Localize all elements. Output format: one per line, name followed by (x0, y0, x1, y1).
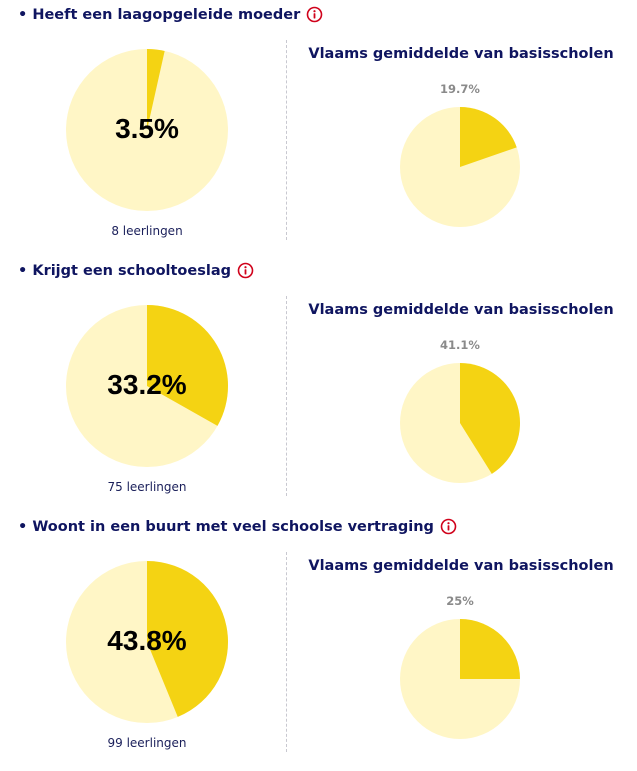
pie-value-slice (147, 49, 165, 130)
student-count: 99 leerlingen (107, 736, 187, 750)
pie-value-slice (460, 619, 520, 679)
divider (286, 552, 287, 752)
indicator-title: • Heeft een laagopgeleide moeder (18, 6, 323, 23)
average-pie-chart (400, 107, 520, 227)
divider (286, 40, 287, 240)
average-percentage: 19.7% (440, 82, 480, 96)
school-percentage: 43.8% (107, 625, 187, 656)
indicator-section: • Heeft een laagopgeleide moeder 3.5% 8 … (0, 0, 637, 256)
info-icon[interactable] (306, 6, 323, 23)
indicator-section: • Woont in een buurt met veel schoolse v… (0, 512, 637, 768)
pie-value-slice (147, 305, 228, 426)
bullet: • (18, 518, 33, 535)
bullet: • (18, 262, 33, 279)
average-percentage: 41.1% (440, 338, 480, 352)
indicator-title-text: Krijgt een schooltoeslag (32, 262, 231, 279)
average-title: Vlaams gemiddelde van basisscholen (308, 46, 614, 62)
bullet: • (18, 6, 33, 23)
pie-value-slice (460, 363, 520, 474)
school-percentage: 3.5% (115, 113, 179, 144)
divider (286, 296, 287, 496)
average-pie-chart (400, 363, 520, 483)
indicator-title: • Woont in een buurt met veel schoolse v… (18, 518, 457, 535)
indicator-section: • Krijgt een schooltoeslag 33.2% 75 leer… (0, 256, 637, 512)
average-pie-chart (400, 619, 520, 739)
indicator-title-text: Heeft een laagopgeleide moeder (32, 6, 301, 23)
school-pie-chart (66, 305, 228, 467)
average-percentage: 25% (446, 594, 474, 608)
student-count: 8 leerlingen (111, 224, 183, 238)
school-pie-chart (66, 561, 228, 723)
indicator-title-text: Woont in een buurt met veel schoolse ver… (32, 518, 434, 535)
pie-value-slice (147, 561, 228, 717)
indicator-title: • Krijgt een schooltoeslag (18, 262, 254, 279)
pie-value-slice (460, 107, 517, 167)
school-pie-chart (66, 49, 228, 211)
school-percentage: 33.2% (107, 369, 187, 400)
average-title: Vlaams gemiddelde van basisscholen (308, 558, 614, 574)
info-icon[interactable] (237, 262, 254, 279)
student-count: 75 leerlingen (107, 480, 187, 494)
info-icon[interactable] (440, 518, 457, 535)
average-title: Vlaams gemiddelde van basisscholen (308, 302, 614, 318)
